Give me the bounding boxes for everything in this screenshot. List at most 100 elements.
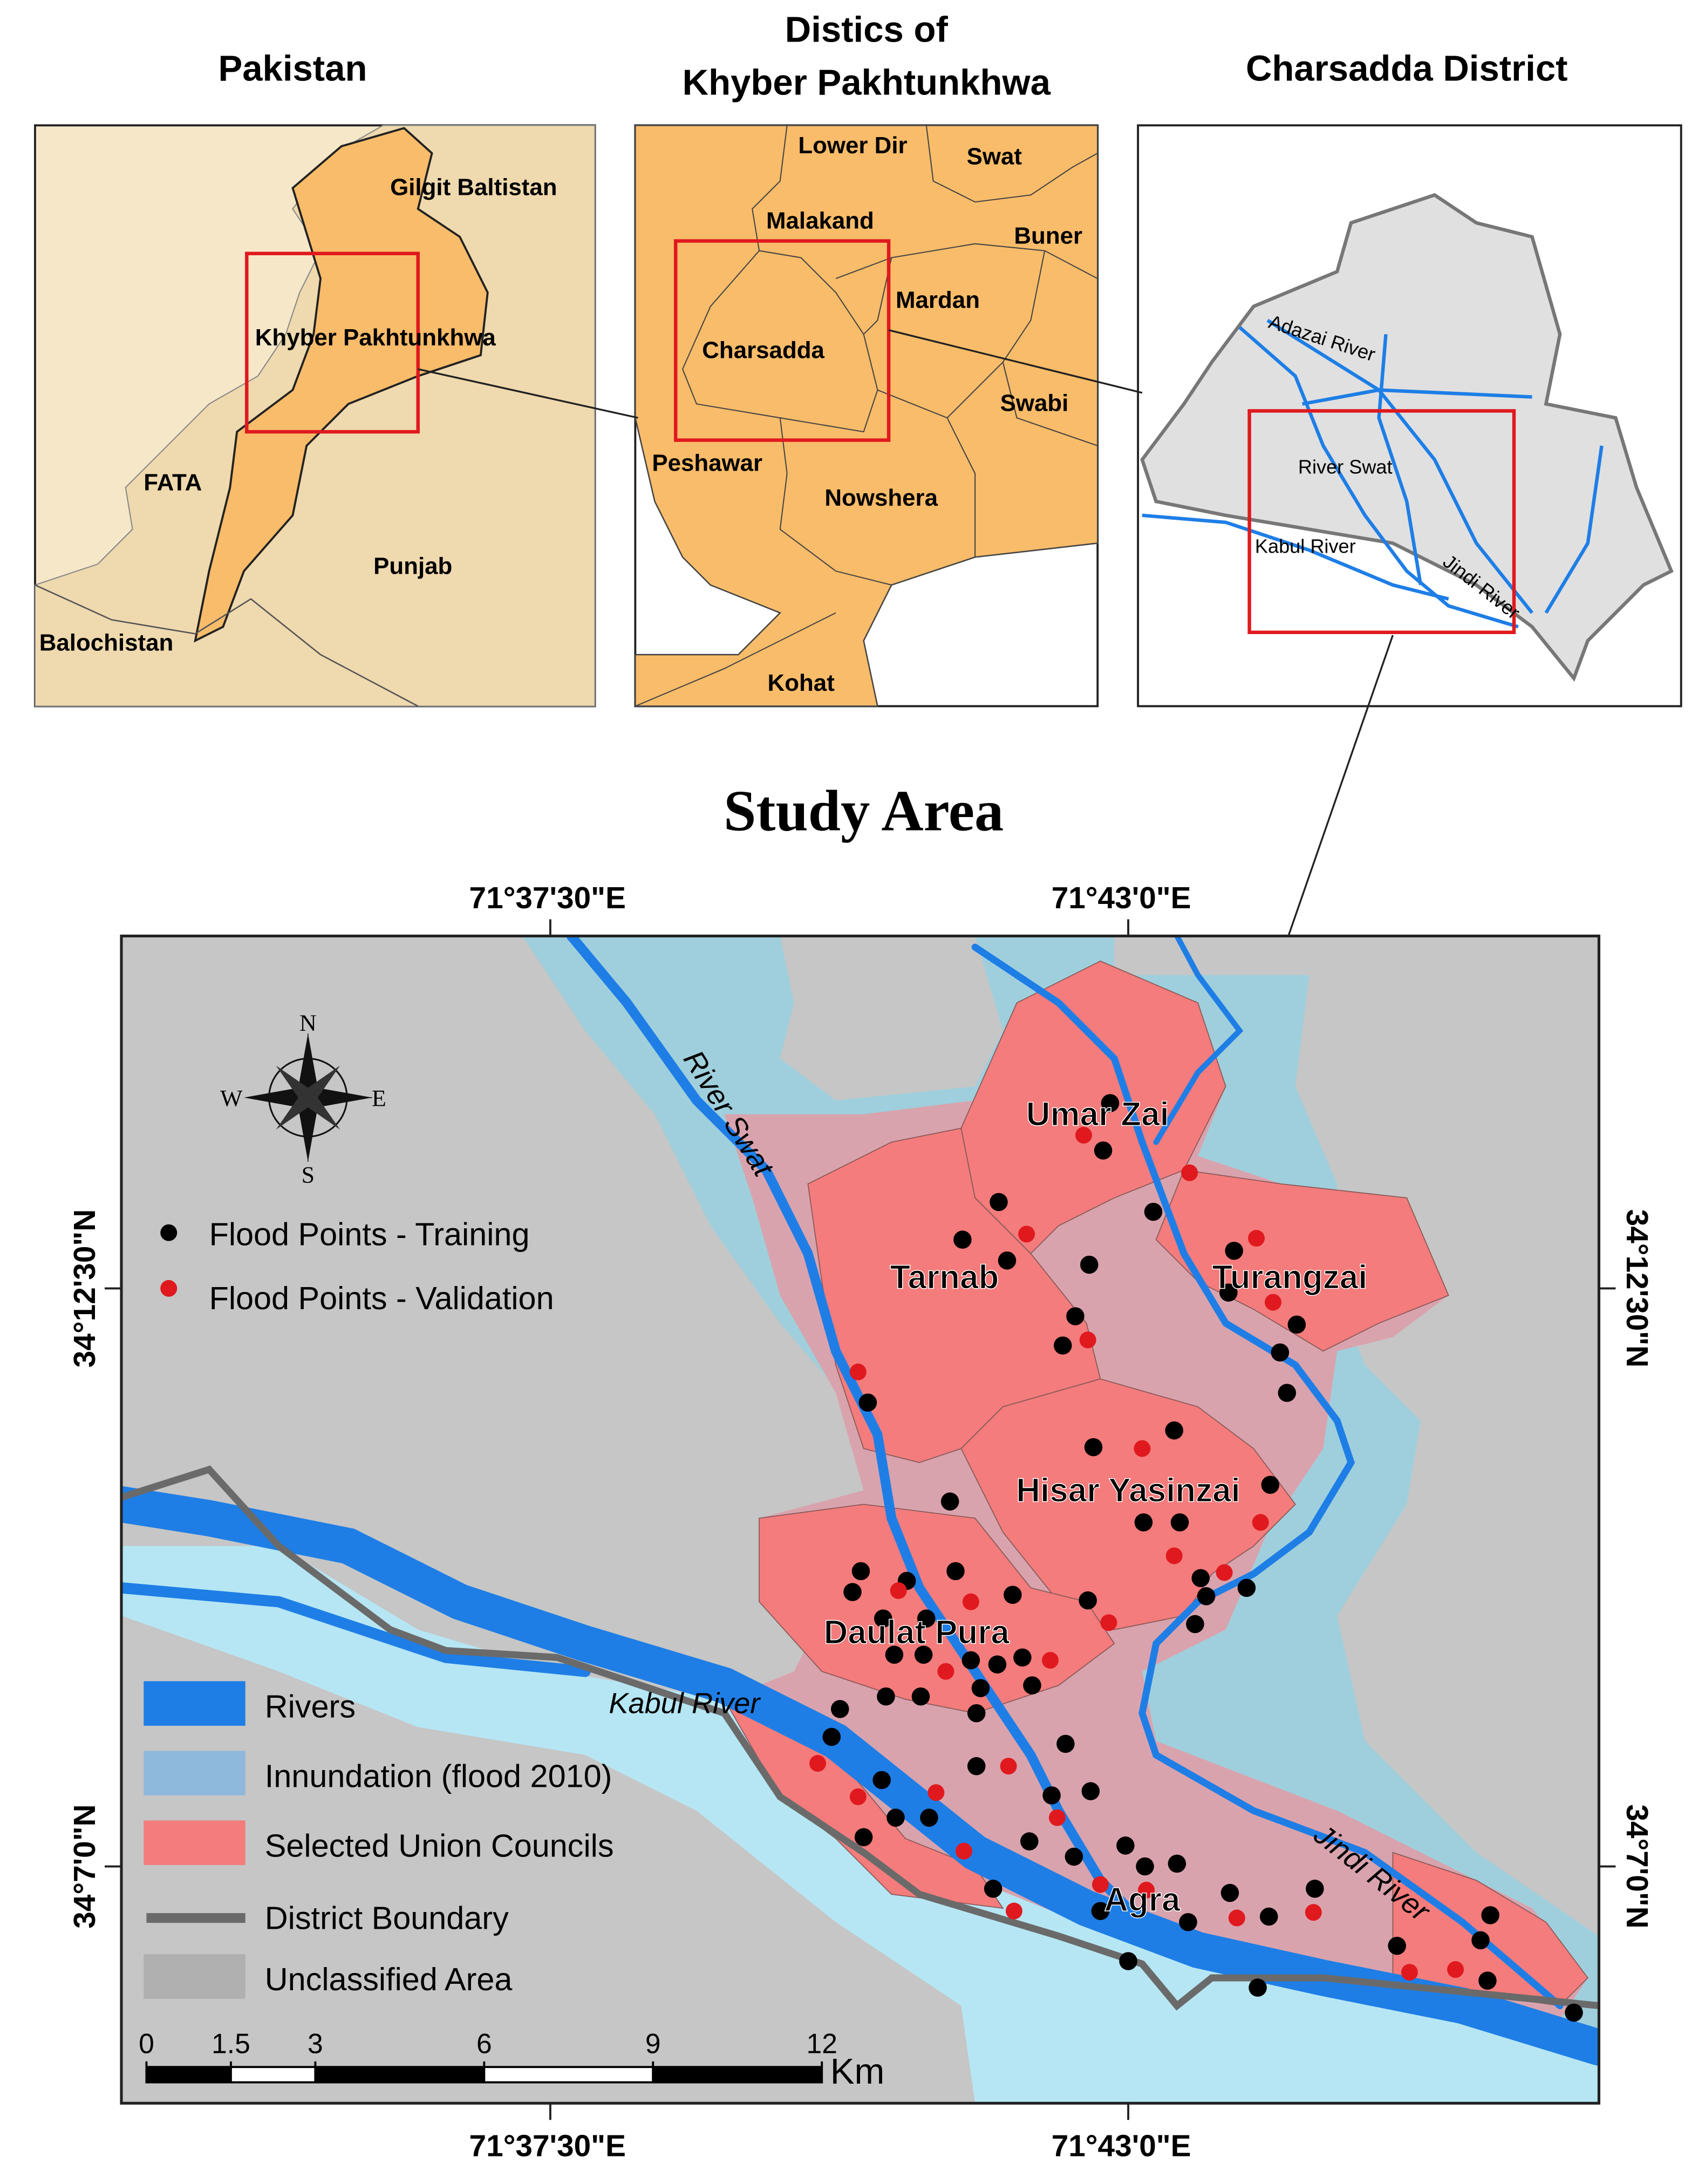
scale-segment [314, 2066, 486, 2084]
compass-letter: E [372, 1085, 386, 1111]
training-point [967, 1704, 986, 1723]
training-point [1259, 1907, 1278, 1926]
training-point [1066, 1307, 1085, 1325]
training-point [920, 1808, 938, 1827]
training-point [1101, 1094, 1120, 1112]
inset-pakistan: Gilgit Baltistan Khyber Pakhtunkhwa FATA… [34, 49, 596, 707]
validation-point [1000, 1758, 1017, 1775]
place-label: Umar Zai [1026, 1096, 1169, 1133]
legend: Rivers Innundation (flood 2010) Selected… [144, 1681, 614, 1999]
validation-point [890, 1582, 907, 1599]
inset-title: Charsadda District [1246, 49, 1568, 89]
scale-tick-label: 12 [807, 2027, 837, 2059]
validation-point [1018, 1226, 1035, 1243]
lon-label: 71°37'30"E [469, 2129, 626, 2163]
training-point [1186, 1615, 1204, 1634]
training-point [1261, 1475, 1280, 1494]
training-point [1278, 1384, 1297, 1402]
training-point [917, 1609, 936, 1628]
legend-label: Unclassified Area [265, 1961, 513, 1997]
training-point [1081, 1782, 1100, 1800]
place-label: Daulat Pura [824, 1614, 1010, 1651]
training-point [1170, 1513, 1189, 1532]
scale-segment [229, 2066, 317, 2084]
district-label: Charsadda [702, 337, 824, 363]
flood-points [809, 1094, 1583, 2022]
lon-label: 71°43'0"E [1052, 2129, 1191, 2163]
training-point [1481, 1906, 1499, 1924]
validation-point [1305, 1904, 1322, 1921]
training-point [1471, 1931, 1490, 1950]
training-point [885, 1645, 904, 1664]
validation-point [1401, 1964, 1418, 1981]
validation-point [1005, 1902, 1022, 1920]
training-point [1144, 1202, 1163, 1221]
training-point [953, 1230, 972, 1249]
district-label: Nowshera [824, 485, 938, 511]
region-label: Khyber Pakhtunkhwa [255, 324, 496, 351]
legend-swatch [144, 1751, 245, 1795]
training-point [998, 1251, 1017, 1270]
legend-swatch [144, 1954, 245, 1999]
training-point [984, 1880, 1002, 1898]
validation-point [927, 1784, 945, 1801]
training-point [1225, 1241, 1243, 1260]
inset-title: Khyber Pakhtunkhwa [683, 63, 1051, 103]
lon-label: 71°37'30"E [469, 881, 626, 915]
training-point [1116, 1836, 1135, 1855]
training-point [1237, 1579, 1256, 1597]
validation-point [962, 1593, 979, 1610]
training-point [988, 1655, 1007, 1674]
compass-letter: S [302, 1162, 315, 1188]
validation-point [1165, 1547, 1183, 1564]
district-label: Kohat [768, 670, 835, 696]
training-point [971, 1679, 990, 1697]
training-point [1478, 1971, 1497, 1990]
training-point [946, 1562, 965, 1581]
district-label: Malakand [766, 207, 874, 234]
training-point [854, 1828, 873, 1847]
training-point [1271, 1343, 1290, 1362]
validation-point [1092, 1876, 1109, 1893]
validation-point [1138, 1881, 1155, 1899]
training-point [843, 1583, 862, 1601]
place-label: Hisar Yasinzai [1016, 1472, 1240, 1509]
training-point [940, 1492, 959, 1511]
training-point [1053, 1336, 1072, 1355]
region-label: FATA [144, 470, 202, 496]
training-point [851, 1562, 870, 1581]
legend-swatch [144, 1820, 245, 1865]
lat-label: 34°7'0"N [68, 1804, 102, 1928]
training-point [911, 1687, 930, 1706]
training-point [1004, 1586, 1022, 1604]
legend-label: Flood Points - Training [209, 1216, 530, 1252]
training-point [1219, 1283, 1238, 1302]
scale-tick-label: 3 [308, 2027, 323, 2059]
training-point [1020, 1832, 1039, 1850]
training-point [877, 1687, 895, 1706]
legend-label: Flood Points - Validation [209, 1280, 554, 1316]
district-boundary [635, 612, 836, 707]
extent-box [673, 239, 891, 442]
map-frame [120, 934, 1600, 2105]
legend-swatch [160, 1224, 178, 1241]
inset-kp: Lower Dir Swat Malakand Buner Mardan Cha… [634, 9, 1099, 707]
training-point [990, 1193, 1008, 1212]
validation-point [1264, 1294, 1281, 1311]
validation-point [1248, 1230, 1265, 1247]
validation-point [1079, 1331, 1096, 1349]
lat-label: 34°12'30"N [68, 1209, 102, 1368]
training-point [1079, 1591, 1097, 1610]
validation-point [1134, 1440, 1151, 1457]
validation-point [955, 1842, 972, 1860]
validation-point [937, 1663, 954, 1680]
training-point [1065, 1847, 1083, 1866]
place-label: Turangzai [1212, 1258, 1367, 1296]
lat-label: 34°7'0"N [1620, 1804, 1654, 1928]
training-point [1042, 1786, 1061, 1805]
inset-title: Pakistan [218, 49, 367, 89]
scale-tick-label: 1.5 [212, 2027, 250, 2059]
extent-box [245, 251, 420, 434]
